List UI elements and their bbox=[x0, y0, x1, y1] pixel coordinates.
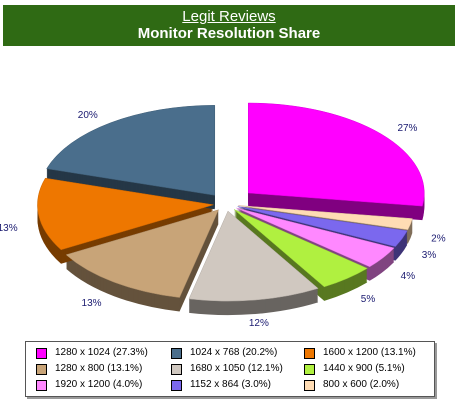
legend-swatch bbox=[304, 348, 315, 359]
pie-slice bbox=[233, 209, 368, 288]
chart-title: Monitor Resolution Share bbox=[137, 25, 321, 42]
legend-swatch bbox=[171, 380, 182, 391]
pie-slice bbox=[46, 105, 216, 196]
pie-data-label: 27% bbox=[397, 123, 417, 134]
chart-header: Legit Reviews Monitor Resolution Share bbox=[3, 5, 455, 46]
pie-chart: 27% 2% 3% 4% 5% 12% 13% 13% 20% bbox=[0, 102, 446, 329]
pie-data-labels: 27% 2% 3% 4% 5% 12% 13% 13% 20% bbox=[0, 110, 446, 329]
legend-label: 1600 x 1200 (13.1%) bbox=[323, 347, 416, 358]
legend-swatch bbox=[36, 364, 47, 375]
legend-label: 1280 x 1024 (27.3%) bbox=[55, 347, 148, 358]
legend-label: 1152 x 864 (3.0%) bbox=[190, 379, 271, 390]
pie-slice bbox=[188, 210, 319, 302]
legend-swatch bbox=[36, 380, 47, 391]
pie-data-label: 2% bbox=[431, 234, 446, 245]
pie-slice-side bbox=[238, 206, 413, 231]
pie-data-label: 3% bbox=[422, 250, 437, 261]
pie-slice bbox=[237, 206, 408, 247]
pie-slice bbox=[238, 205, 413, 230]
legend-swatch bbox=[304, 364, 315, 375]
chart-legend: 1280 x 1024 (27.3%) 1024 x 768 (20.2%) 160… bbox=[25, 341, 435, 397]
pie-slice bbox=[248, 102, 425, 207]
legend-label: 1680 x 1050 (12.1%) bbox=[190, 363, 283, 374]
pie-slices bbox=[37, 102, 425, 302]
legend-swatch bbox=[36, 348, 47, 359]
legend-label: 1920 x 1200 (4.0%) bbox=[55, 379, 143, 390]
pie-data-label: 13% bbox=[82, 298, 102, 309]
pie-slice bbox=[65, 209, 219, 298]
pie-data-label: 13% bbox=[0, 223, 18, 234]
pie-slice bbox=[236, 207, 395, 268]
pie-data-label: 12% bbox=[249, 318, 269, 329]
legend-label: 1280 x 800 (13.1%) bbox=[55, 363, 143, 374]
pie-slice bbox=[37, 177, 214, 251]
legend-swatch bbox=[304, 380, 315, 391]
pie-data-label: 4% bbox=[401, 271, 416, 282]
legend-label: 1440 x 900 (5.1%) bbox=[323, 363, 405, 374]
pie-data-label: 5% bbox=[361, 294, 376, 305]
legend-swatch bbox=[171, 348, 182, 359]
brand-link[interactable]: Legit Reviews bbox=[182, 8, 276, 25]
legend-swatch bbox=[171, 364, 182, 375]
pie-data-label: 20% bbox=[78, 110, 98, 121]
legend-label: 1024 x 768 (20.2%) bbox=[190, 347, 278, 358]
legend-label: 800 x 600 (2.0%) bbox=[323, 379, 400, 390]
